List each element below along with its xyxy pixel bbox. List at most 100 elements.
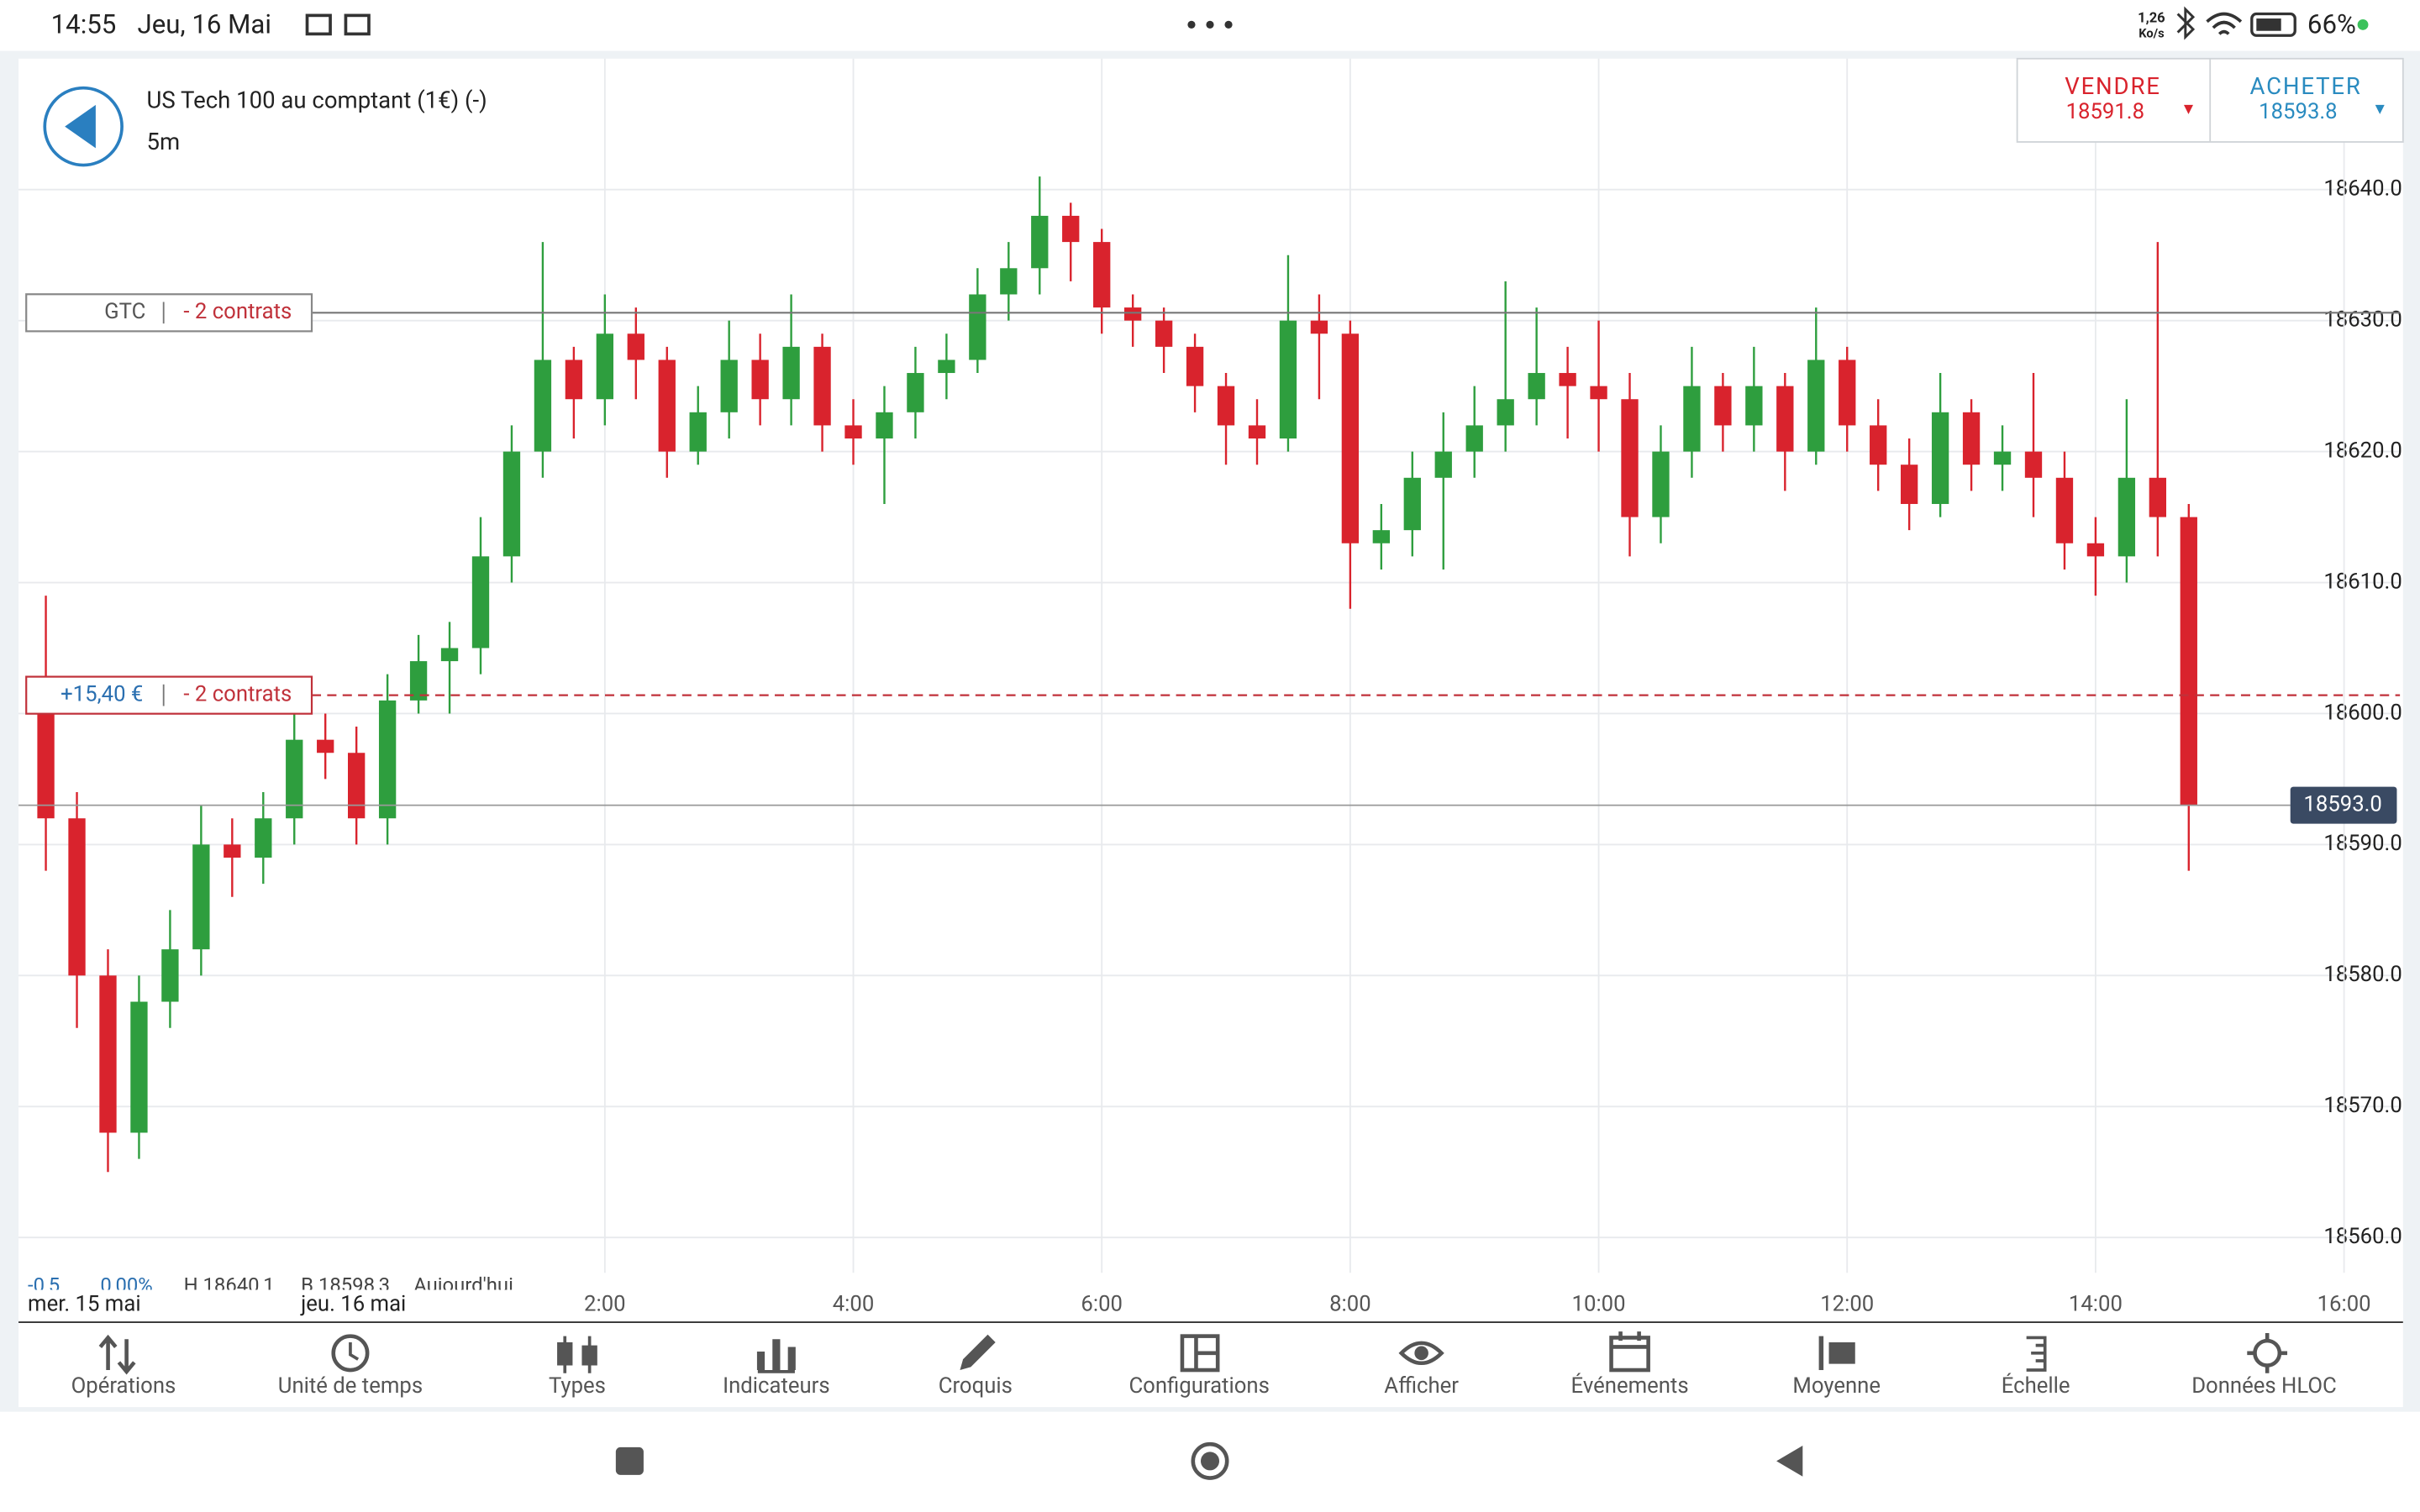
- candle-body: [1993, 451, 2012, 465]
- x-tick-label: 12:00: [1820, 1292, 1874, 1317]
- candle: [1341, 320, 1360, 609]
- candle-body: [471, 556, 490, 648]
- candle-body: [844, 425, 862, 439]
- x-axis: 2:00 4:00 6:00 8:00 10:00 12:00 14:00 16:00: [584, 1292, 2371, 1317]
- candle-body: [565, 360, 583, 400]
- icon-scale: [2026, 1336, 2047, 1372]
- order-label: GTC: [104, 299, 145, 324]
- candle-body: [192, 844, 210, 950]
- candle-body: [876, 412, 893, 439]
- battery-icon: [2250, 12, 2296, 37]
- candle-body: [130, 1001, 148, 1133]
- icon-time-hands: [349, 1341, 360, 1361]
- candle-body: [1559, 373, 1576, 386]
- candle-body: [1310, 320, 1328, 334]
- x-tick-label: 8:00: [1329, 1292, 1371, 1317]
- candle: [1900, 438, 1918, 531]
- nav-home[interactable]: [1191, 1441, 1229, 1480]
- candle-body: [627, 333, 644, 360]
- candle-body: [68, 818, 86, 976]
- candle-body: [1497, 399, 1514, 426]
- candle-body: [1279, 320, 1297, 439]
- order-tag[interactable]: +15,40 € - 2 contrats: [25, 675, 313, 715]
- dot: [1187, 20, 1196, 29]
- toolbar-button[interactable]: Indicateurs: [723, 1373, 830, 1399]
- dot: [1224, 20, 1233, 29]
- candle-body: [502, 451, 521, 557]
- sell-price: 18591.8: [2066, 99, 2144, 124]
- buy-label: ACHETER: [2249, 72, 2361, 100]
- candle-body: [1528, 373, 1545, 400]
- candle-body: [1931, 412, 1949, 504]
- toolbar-button[interactable]: Données HLOC: [2191, 1373, 2337, 1399]
- toolbar-button[interactable]: Moyenne: [1792, 1373, 1881, 1399]
- candle: [720, 320, 738, 439]
- candle-body: [2055, 477, 2074, 543]
- nav-back[interactable]: [1776, 1446, 1803, 1477]
- candle: [1931, 373, 1949, 517]
- candle-body: [378, 700, 397, 819]
- last-price-box: [2290, 786, 2397, 824]
- icon-show: [1398, 1341, 1444, 1366]
- candle: [1590, 320, 1607, 452]
- candle-body: [658, 360, 676, 452]
- candle-body: [1434, 451, 1452, 478]
- toolbar-button[interactable]: Opérations: [71, 1373, 176, 1399]
- order-tag[interactable]: GTC - 2 contrats: [25, 293, 313, 333]
- timeframe[interactable]: 5m: [146, 128, 180, 155]
- toolbar-button[interactable]: Types: [549, 1373, 606, 1399]
- toolbar-button[interactable]: Configurations: [1128, 1373, 1269, 1399]
- candle: [192, 805, 210, 976]
- candle: [658, 346, 676, 478]
- icon-time: [331, 1334, 370, 1373]
- x-tick-label: 10:00: [1572, 1292, 1626, 1317]
- candle: [969, 268, 986, 374]
- x-tick-label: 16:00: [2317, 1292, 2371, 1317]
- nav-recent[interactable]: [615, 1446, 644, 1475]
- candle: [68, 792, 86, 1028]
- nav-home-dot: [1200, 1452, 1220, 1471]
- candle: [37, 596, 55, 871]
- toolbar-button[interactable]: Unité de temps: [278, 1373, 423, 1399]
- candle: [1403, 451, 1421, 557]
- y-tick-label: 18580.0: [2323, 962, 2402, 987]
- candle: [1714, 373, 1732, 452]
- candle: [1248, 399, 1266, 465]
- candle: [255, 792, 272, 885]
- toolbar-button[interactable]: Croquis: [939, 1373, 1013, 1399]
- candle-body: [1000, 268, 1018, 295]
- candle-body: [1900, 465, 1918, 504]
- buy-button[interactable]: ACHETER 18593.8: [2249, 72, 2385, 124]
- candle-body: [2024, 451, 2043, 478]
- candle-body: [1123, 307, 1142, 321]
- sell-button[interactable]: VENDRE 18591.8: [2065, 72, 2193, 124]
- y-tick-label: 18610.0: [2323, 569, 2402, 594]
- candle-body: [907, 373, 924, 412]
- sell-arrow: [2183, 104, 2193, 114]
- candle-body: [1031, 215, 1049, 269]
- candle-body: [1621, 399, 1639, 517]
- candle-body: [1186, 346, 1204, 386]
- candle: [409, 634, 428, 714]
- candle: [1621, 373, 1639, 557]
- plot-area: 18560.0 18570.0 18580.0 18590.0 18600.0 18610…: [18, 58, 2402, 1273]
- candle: [627, 307, 644, 400]
- candle-body: [255, 818, 272, 858]
- order-quantity: - 2 contrats: [183, 299, 292, 324]
- candle-body: [1776, 386, 1794, 452]
- x-tick-label: 4:00: [833, 1292, 875, 1317]
- bluetooth-icon: [2176, 6, 2196, 40]
- toolbar-button[interactable]: Afficher: [1384, 1373, 1459, 1399]
- candle: [1497, 281, 1514, 452]
- y-tick-label: 18600.0: [2323, 700, 2402, 725]
- battery-dot: [2357, 18, 2369, 30]
- icon-types-body: [557, 1341, 573, 1366]
- toolbar-button[interactable]: Échelle: [2002, 1373, 2070, 1399]
- candle: [1807, 307, 1825, 465]
- candle: [1528, 307, 1545, 426]
- dot: [1206, 20, 1214, 29]
- candle: [1372, 503, 1391, 570]
- y-tick-label: 18630.0: [2323, 307, 2402, 332]
- toolbar-button[interactable]: Événements: [1571, 1373, 1689, 1399]
- date-strip: [18, 1289, 2403, 1321]
